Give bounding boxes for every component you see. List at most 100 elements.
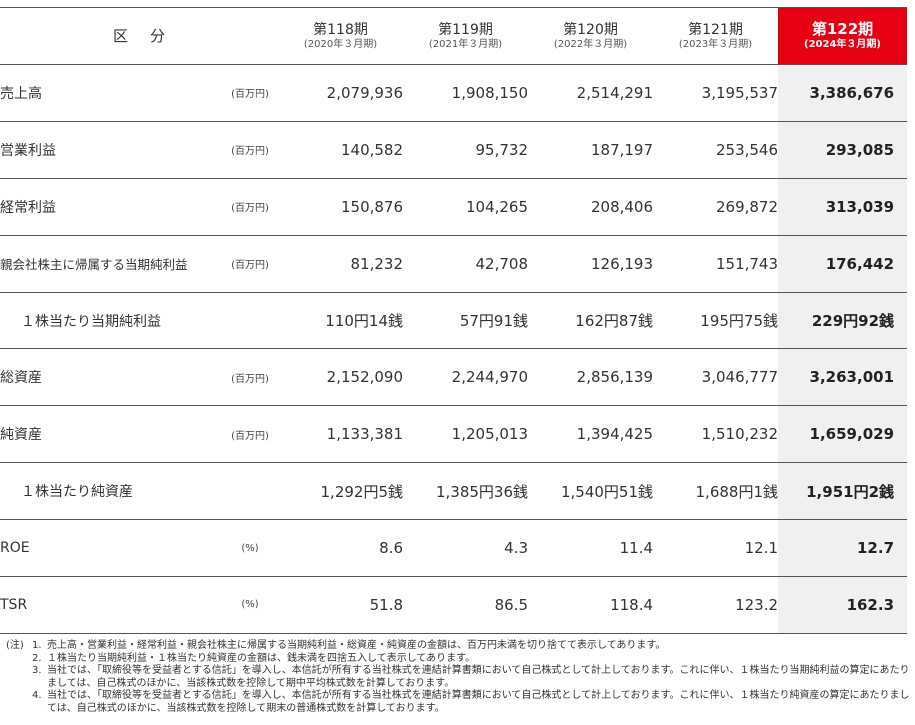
value-cell: 95,732 [403,121,529,179]
row-label: TSR [0,576,222,634]
table-row-tsr: TSR (%) 51.8 86.5 118.4 123.2 162.3 [0,576,908,634]
row-unit: (百万円) [222,235,279,293]
value-cell: 3,195,537 [653,64,779,122]
value-cell: 150,876 [278,178,404,236]
footnote-item: 2. １株当たり当期純利益・１株当たり純資産の金額は、銭未満を四捨五入して表示し… [6,653,911,666]
table-row-eps: １株当たり当期純利益 110円14銭 57円91銭 162円87銭 195円75… [0,292,908,350]
footnote-number: 3. [32,665,42,676]
value-cell: 12.1 [653,519,779,578]
table-row-net-assets: 純資産 (百万円) 1,133,381 1,205,013 1,394,425 … [0,405,908,464]
footnote-text: 当社では、「取締役等を受益者とする信託」を導入し、本信託が所有する当社株式を連結… [47,665,910,689]
value-cell: 86.5 [403,576,529,634]
row-label: 親会社株主に帰属する当期純利益 [0,235,222,293]
value-cell: 1,510,232 [653,405,779,464]
table-body: 売上高 (百万円) 2,079,936 1,908,150 2,514,291 … [0,64,908,634]
value-cell-highlight: 12.7 [778,519,908,578]
table-header: 区分 第118期 (2020年３月期) 第119期 (2021年３月期) 第12… [0,7,908,65]
table-row-operating-income: 営業利益 (百万円) 140,582 95,732 187,197 253,54… [0,121,908,179]
value-cell: 1,385円36銭 [403,462,529,521]
value-cell: 57円91銭 [403,292,529,350]
value-cell: 2,244,970 [403,348,529,407]
kubun-header: 区分 [0,7,279,65]
row-unit [222,292,279,350]
value-cell: 81,232 [278,235,404,293]
period-name: 第121期 [688,21,743,38]
value-cell: 126,193 [528,235,654,293]
period-name: 第122期 [811,20,874,39]
footnote-item: (注) 1. 売上高・営業利益・経常利益・親会社株主に帰属する当期純利益・総資産… [6,640,911,653]
period-date: (2023年３月期) [678,38,753,50]
row-label: １株当たり当期純利益 [0,292,222,350]
value-cell-highlight: 313,039 [778,178,908,236]
value-cell: 1,205,013 [403,405,529,464]
footnote-number: 1. [32,640,42,651]
period-date: (2021年３月期) [428,38,503,50]
table-row-net-sales: 売上高 (百万円) 2,079,936 1,908,150 2,514,291 … [0,64,908,122]
period-header-121: 第121期 (2023年３月期) [653,7,779,65]
header-row: 区分 第118期 (2020年３月期) 第119期 (2021年３月期) 第12… [0,7,908,65]
table-row-ordinary-income: 経常利益 (百万円) 150,876 104,265 208,406 269,8… [0,178,908,236]
value-cell: 1,540円51銭 [528,462,654,521]
footnote-prefix: (注) [6,640,24,651]
value-cell: 195円75銭 [653,292,779,350]
value-cell: 1,292円5銭 [278,462,404,521]
row-label: 売上高 [0,64,222,122]
value-cell: 42,708 [403,235,529,293]
footnote-item: 4. 当社では、「取締役等を受益者とする信託」を導入し、本信託が所有する当社株式… [6,690,911,715]
value-cell: 2,152,090 [278,348,404,407]
value-cell: 11.4 [528,519,654,578]
value-cell: 2,856,139 [528,348,654,407]
period-header-120: 第120期 (2022年３月期) [528,7,654,65]
footnote-number: 2. [32,652,42,664]
value-cell: 2,514,291 [528,64,654,122]
period-name: 第119期 [438,21,493,38]
value-cell-highlight: 3,386,676 [778,64,908,122]
value-cell: 187,197 [528,121,654,179]
value-cell: 2,079,936 [278,64,404,122]
row-label: ROE [0,519,222,578]
period-date: (2024年３月期) [804,39,881,51]
value-cell: 1,688円1銭 [653,462,779,521]
table-row-bps: １株当たり純資産 1,292円5銭 1,385円36銭 1,540円51銭 1,… [0,462,908,521]
value-cell: 162円87銭 [528,292,654,350]
period-name: 第120期 [563,21,618,38]
value-cell-highlight: 293,085 [778,121,908,179]
value-cell: 151,743 [653,235,779,293]
value-cell: 3,046,777 [653,348,779,407]
period-header-118: 第118期 (2020年３月期) [278,7,404,65]
row-unit: (百万円) [222,64,279,122]
row-label: 営業利益 [0,121,222,179]
row-unit: (%) [222,576,279,634]
value-cell-highlight: 229円92銭 [778,292,908,350]
value-cell: 1,908,150 [403,64,529,122]
row-label: １株当たり純資産 [0,462,222,521]
value-cell: 8.6 [278,519,404,578]
footnote-text: １株当たり当期純利益・１株当たり純資産の金額は、銭未満を四捨五入して表示してあり… [47,652,476,664]
value-cell-highlight: 3,263,001 [778,348,908,407]
value-cell: 104,265 [403,178,529,236]
value-cell: 208,406 [528,178,654,236]
row-unit: (百万円) [222,121,279,179]
value-cell: 110円14銭 [278,292,404,350]
value-cell: 4.3 [403,519,529,578]
footnote-text: 売上高・営業利益・経常利益・親会社株主に帰属する当期純利益・総資産・純資産の金額… [47,640,666,651]
value-cell-highlight: 162.3 [778,576,908,634]
value-cell-highlight: 176,442 [778,235,908,293]
row-unit: (百万円) [222,405,279,464]
period-name: 第118期 [313,21,368,38]
table-row-total-assets: 総資産 (百万円) 2,152,090 2,244,970 2,856,139 … [0,348,908,407]
footnote-number: 4. [32,690,42,701]
value-cell: 253,546 [653,121,779,179]
value-cell: 123.2 [653,576,779,634]
period-date: (2020年３月期) [303,38,378,50]
footnote-item: 3. 当社では、「取締役等を受益者とする信託」を導入し、本信託が所有する当社株式… [6,665,911,690]
row-label: 経常利益 [0,178,222,236]
row-unit: (百万円) [222,178,279,236]
value-cell: 118.4 [528,576,654,634]
period-date: (2022年３月期) [553,38,628,50]
value-cell-highlight: 1,659,029 [778,405,908,464]
row-unit: (百万円) [222,348,279,407]
row-unit [222,462,279,521]
row-label: 純資産 [0,405,222,464]
